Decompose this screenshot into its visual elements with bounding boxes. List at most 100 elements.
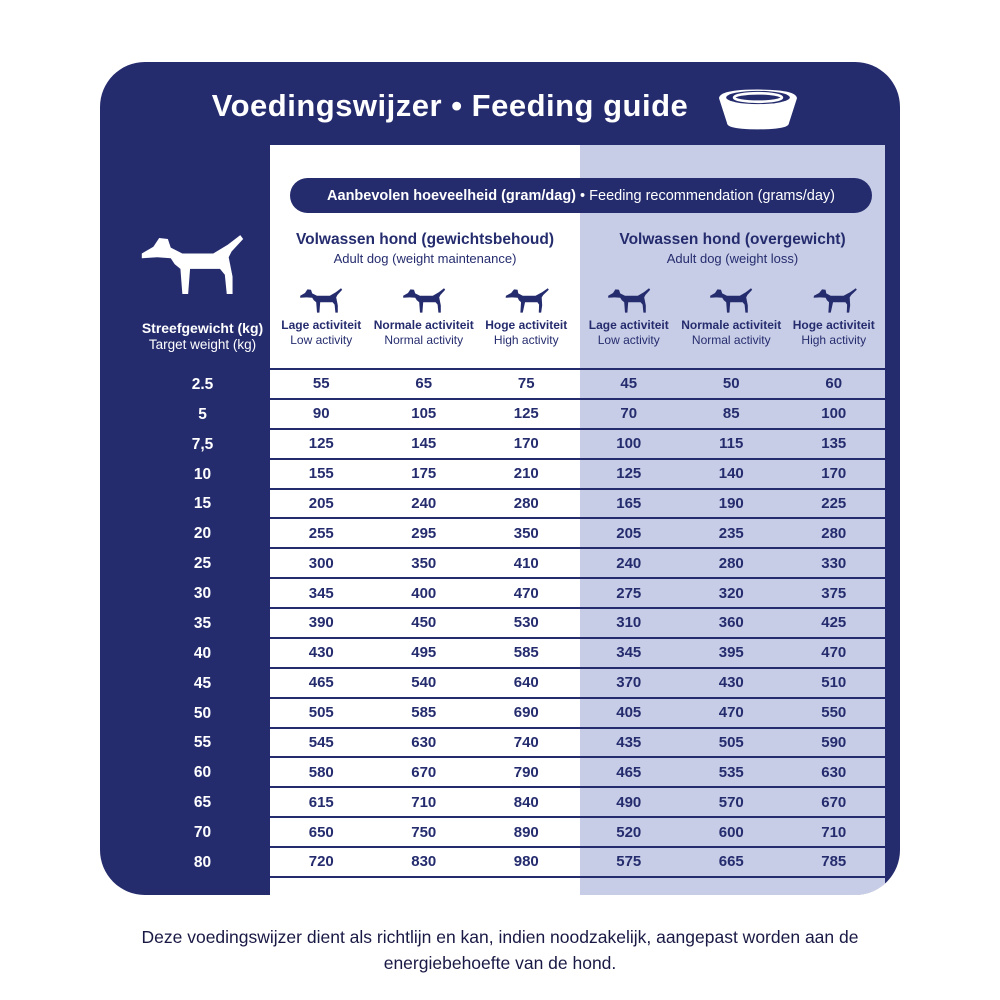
table-row: 465 540 640 370 430 510 bbox=[270, 669, 885, 699]
amount-cell: 510 bbox=[821, 674, 847, 692]
amount-cell: 470 bbox=[821, 644, 847, 662]
amount-cell: 295 bbox=[411, 524, 437, 542]
amount-cell: 125 bbox=[616, 465, 642, 483]
page-title: Voedingswijzer • Feeding guide bbox=[211, 88, 689, 123]
amount-cell: 205 bbox=[308, 494, 334, 512]
amount-cell: 710 bbox=[821, 823, 847, 841]
amount-cell: 690 bbox=[513, 704, 539, 722]
amount-cell: 345 bbox=[308, 584, 334, 602]
amount-cell: 750 bbox=[411, 823, 437, 841]
amount-cell: 425 bbox=[821, 614, 847, 632]
amount-cell: 670 bbox=[411, 763, 437, 781]
amount-cell: 465 bbox=[616, 763, 642, 781]
amount-cell: 840 bbox=[513, 793, 539, 811]
amount-cell: 370 bbox=[616, 674, 642, 692]
weight-value: 10 bbox=[193, 465, 212, 483]
recommendation-header-en: • Feeding recommendation (grams/day) bbox=[576, 187, 835, 204]
group-headers: Volwassen hond (gewichtsbehoud) Adult do… bbox=[270, 231, 885, 266]
table-row: 125 145 170 100 115 135 bbox=[270, 430, 885, 460]
table-row: 345 400 470 275 320 375 bbox=[270, 579, 885, 609]
group-weight-loss: Volwassen hond (overgewicht) Adult dog (… bbox=[580, 231, 885, 266]
weight-loss-background bbox=[580, 145, 885, 895]
normal-activity-dog-icon bbox=[680, 283, 783, 315]
amount-cell: 360 bbox=[718, 614, 744, 632]
table-row: 205 240 280 165 190 225 bbox=[270, 490, 885, 520]
amount-cell: 535 bbox=[718, 763, 744, 781]
amount-cell: 505 bbox=[718, 733, 744, 751]
amount-cell: 785 bbox=[821, 853, 847, 871]
amount-cell: 470 bbox=[513, 584, 539, 602]
amount-cell: 205 bbox=[616, 524, 642, 542]
footer-note: Deze voedingswijzer dient als richtlijn … bbox=[141, 926, 859, 973]
weight-value: 30 bbox=[193, 585, 212, 603]
table-row: 90 105 125 70 85 100 bbox=[270, 400, 885, 430]
amount-cell: 210 bbox=[513, 465, 539, 483]
table-row: 720 830 980 575 665 785 bbox=[270, 848, 885, 878]
amount-cell: 105 bbox=[411, 405, 437, 423]
table-row: 155 175 210 125 140 170 bbox=[270, 460, 885, 490]
weight-value: 35 bbox=[193, 614, 212, 632]
amount-cell: 520 bbox=[616, 823, 642, 841]
amount-cell: 550 bbox=[821, 704, 847, 722]
amount-cell: 280 bbox=[513, 494, 539, 512]
amount-cell: 350 bbox=[513, 524, 539, 542]
feeding-guide-panel: Voedingswijzer • Feeding guide Streefgew… bbox=[100, 62, 900, 895]
high-activity-dog-icon bbox=[783, 283, 886, 315]
amount-cell: 590 bbox=[821, 733, 847, 751]
amount-cell: 890 bbox=[513, 823, 539, 841]
amount-cell: 545 bbox=[308, 733, 334, 751]
amount-cell: 60 bbox=[825, 375, 843, 393]
group-loss-en: Adult dog (weight loss) bbox=[666, 251, 799, 266]
amount-cell: 390 bbox=[308, 614, 334, 632]
amount-cell: 640 bbox=[513, 674, 539, 692]
amount-cell: 75 bbox=[517, 375, 535, 393]
amount-cell: 540 bbox=[411, 674, 437, 692]
amount-cell: 140 bbox=[718, 465, 744, 483]
weight-value: 15 bbox=[193, 495, 212, 513]
amount-cell: 90 bbox=[312, 405, 330, 423]
amount-cell: 450 bbox=[411, 614, 437, 632]
amount-cell: 600 bbox=[718, 823, 744, 841]
amount-cell: 630 bbox=[411, 733, 437, 751]
normal-activity-dog-icon bbox=[373, 283, 476, 315]
target-weight-label-en: Target weight (kg) bbox=[148, 337, 257, 352]
amount-cell: 225 bbox=[821, 494, 847, 512]
dog-bowl-icon bbox=[719, 89, 797, 130]
amount-cell: 980 bbox=[513, 853, 539, 871]
weight-value: 60 bbox=[193, 764, 212, 782]
activity-column-headers: Lage activiteit Low activity Normale act… bbox=[270, 283, 885, 347]
table-row: 615 710 840 490 570 670 bbox=[270, 788, 885, 819]
amount-cell: 505 bbox=[308, 704, 334, 722]
amount-cell: 585 bbox=[411, 704, 437, 722]
target-weight-label: Streefgewicht (kg) Target weight (kg) bbox=[100, 320, 305, 352]
weight-value: 45 bbox=[193, 674, 212, 692]
amount-cell: 405 bbox=[616, 704, 642, 722]
amount-cell: 575 bbox=[616, 853, 642, 871]
amount-cell: 100 bbox=[821, 405, 847, 423]
weight-value: 50 bbox=[193, 704, 212, 722]
weight-value: 7,5 bbox=[191, 435, 214, 453]
feeding-table: Aanbevolen hoeveelheid (gram/dag) • Feed… bbox=[270, 145, 885, 895]
amount-cell: 240 bbox=[411, 494, 437, 512]
amount-cell: 255 bbox=[308, 524, 334, 542]
table-row: 300 350 410 240 280 330 bbox=[270, 549, 885, 580]
high-activity-dog-icon bbox=[475, 283, 578, 315]
amount-cell: 395 bbox=[718, 644, 744, 662]
amount-cell: 670 bbox=[821, 793, 847, 811]
amount-cell: 720 bbox=[308, 853, 334, 871]
col-maintenance-low: Lage activiteit Low activity bbox=[270, 283, 373, 347]
table-row: 430 495 585 345 395 470 bbox=[270, 639, 885, 669]
amount-cell: 430 bbox=[718, 674, 744, 692]
table-row: 255 295 350 205 235 280 bbox=[270, 519, 885, 550]
amount-cell: 170 bbox=[821, 465, 847, 483]
amount-cell: 400 bbox=[411, 584, 437, 602]
target-weight-label-nl: Streefgewicht (kg) bbox=[141, 320, 264, 336]
weight-value: 70 bbox=[193, 824, 212, 842]
weight-value: 2.5 bbox=[191, 375, 214, 393]
amount-cell: 125 bbox=[513, 405, 539, 423]
amount-cell: 650 bbox=[308, 823, 334, 841]
amount-cell: 435 bbox=[616, 733, 642, 751]
amount-cell: 155 bbox=[308, 465, 334, 483]
amount-cell: 410 bbox=[513, 554, 539, 572]
amount-cell: 115 bbox=[719, 435, 744, 453]
